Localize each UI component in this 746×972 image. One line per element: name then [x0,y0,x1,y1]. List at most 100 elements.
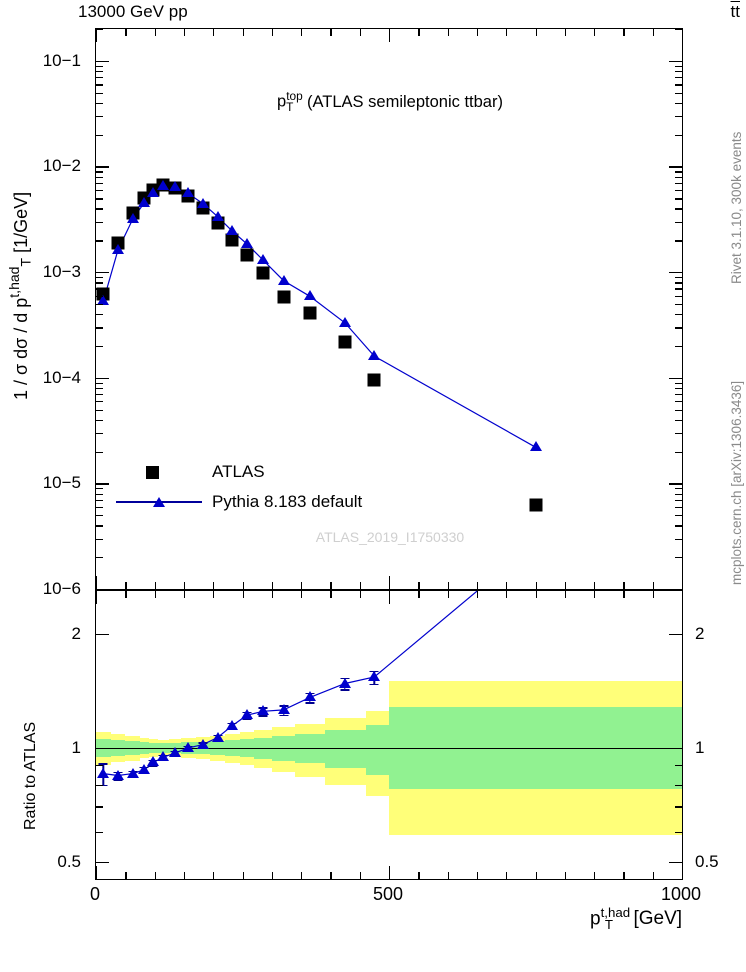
x-tick-top [125,29,127,36]
ratio-y-tick [96,634,109,636]
y-tick [675,327,682,329]
plot-title-sup: top [286,89,303,103]
y-tick [675,382,682,384]
y-tick [675,557,682,559]
ratio-x-tick-top [389,591,391,604]
data-point-pythia [182,187,195,198]
ratio-x-tick-top [682,591,683,604]
ratio-x-tick-top [330,591,332,598]
y-tick [96,488,103,490]
x-axis-title-a: p [590,908,601,930]
ratio-x-tick-top [476,591,479,598]
main-plot-panel: ptopT (ATLAS semileptonic ttbar) ATLAS_2… [95,28,684,591]
y-tick [96,60,109,63]
y-tick [96,432,103,435]
y-tick [675,525,682,527]
ratio-error-cap [98,784,108,786]
y-tick [675,419,682,422]
ratio-error-cap [340,689,350,691]
y-tick [675,488,682,490]
y-tick [675,102,682,105]
y-tick-label: 10−4 [42,367,81,387]
x-tick-top [447,29,449,36]
x-tick-top [535,29,537,36]
x-tick-bottom [506,582,508,589]
y-tick-label: 10−2 [42,156,81,176]
ratio-error-cap [98,763,108,765]
y-tick [96,394,103,396]
ratio-y-tick-label-right: 2 [695,624,705,644]
data-point-pythia [157,180,170,191]
y-tick [96,288,103,290]
y-tick [96,499,103,502]
y-tick [96,377,109,380]
y-tick [675,240,682,242]
x-axis-title-sup: t,had [600,905,631,920]
ratio-error-cap [279,714,289,716]
data-point-pythia [196,197,209,208]
ratio-error-cap [258,715,268,717]
y-tick [96,515,103,517]
y-tick [96,240,103,242]
ratio-x-tick-top [183,591,186,598]
ratio-x-tick-top [96,591,98,604]
y-tick [96,92,103,94]
x-tick-bottom [125,582,127,589]
y-tick [675,295,682,297]
y-tick [675,538,682,540]
ratio-x-tick-top [154,591,156,598]
x-tick-bottom [183,582,186,589]
y-tick [96,387,103,390]
ratio-x-tick-top [242,591,244,598]
x-tick-bottom [682,576,684,589]
y-tick-label: 10−5 [42,473,81,493]
y-tick [669,166,682,168]
x-tick-bottom [213,582,215,589]
unity-reference-line [96,747,682,750]
x-tick-bottom [301,582,303,589]
ratio-y-tick [669,747,682,750]
y-tick [675,493,682,495]
y-tick [675,288,682,290]
y-tick [96,189,103,192]
process-label: tt [731,2,740,22]
x-tick-top [623,29,625,36]
x-tick-top [506,29,508,36]
data-point-pythia [529,441,542,452]
data-point-pythia [368,350,381,361]
ratio-y-tick-labels-right: 2 1 0.5 [687,590,743,880]
y-tick [96,538,103,540]
y-tick [96,176,103,178]
uncertainty-band-inner [365,724,389,775]
y-tick [96,65,103,67]
legend-label-atlas: ATLAS [212,462,265,481]
ratio-x-tick-bottom [535,872,537,879]
ratio-x-tick-top [359,591,361,598]
data-point-pythia [211,210,224,221]
y-tick [675,77,682,79]
x-tick-top [682,29,684,42]
x-tick-top [96,29,98,42]
ratio-data-point-pythia [339,677,352,688]
ratio-x-tick-bottom [96,866,98,879]
y-tick [96,506,103,509]
ratio-y-tick-label-right: 0.5 [695,851,719,871]
ratio-data-point-pythia [240,709,253,720]
ratio-x-tick-bottom [506,872,508,879]
data-point-pythia [257,254,269,265]
x-tick-top [330,29,332,36]
legend-label-pythia: Pythia 8.183 default [212,492,363,511]
y-tick [669,60,682,63]
ratio-x-tick-bottom [183,872,186,879]
y-tick [675,134,682,136]
ratio-data-markers [96,591,682,879]
x-tick-top [359,29,361,36]
y-tick [96,525,103,527]
y-tick [675,208,682,210]
data-point-atlas [240,248,254,262]
ratio-y-tick [675,806,682,808]
ratio-y-tick-label-right: 1 [695,737,705,757]
y-tick [669,272,682,274]
x-tick-top [213,29,215,36]
y-tick [96,314,103,316]
